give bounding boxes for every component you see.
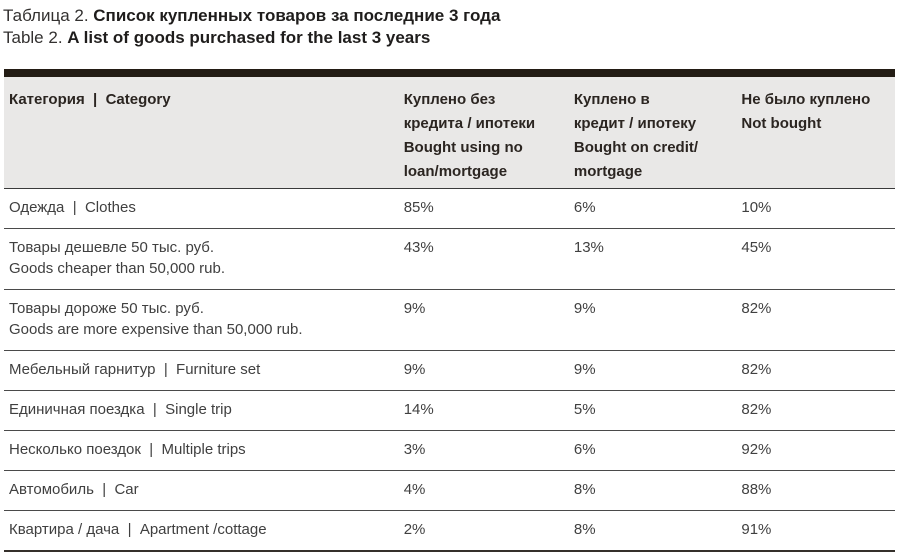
table-row: Квартира / дача | Apartment /cottage 2% … bbox=[4, 511, 895, 552]
table-row: Товары дешевле 50 тыс. руб. Goods cheape… bbox=[4, 228, 895, 290]
value-cell: 2% bbox=[403, 521, 426, 538]
value-cell: 45% bbox=[736, 228, 895, 290]
goods-table: Категория | Category Куплено без кредита… bbox=[4, 69, 895, 552]
column-header-on-credit: Куплено в кредит / ипотеку Bought on cre… bbox=[568, 73, 737, 189]
caption-line-en: Table 2. A list of goods purchased for t… bbox=[3, 27, 500, 49]
value-cell: 82% bbox=[736, 350, 895, 391]
table-header: Категория | Category Куплено без кредита… bbox=[4, 73, 895, 189]
category-cell: Квартира / дача | Apartment /cottage bbox=[9, 521, 267, 538]
value-cell: 14% bbox=[398, 390, 569, 431]
caption-en-prefix: Table 2. bbox=[3, 28, 68, 47]
value-cell: 4% bbox=[398, 470, 569, 511]
caption-ru-prefix: Таблица 2. bbox=[3, 6, 94, 25]
column-header-no-loan: Куплено без кредита / ипотеки Bought usi… bbox=[398, 73, 569, 189]
table-row: Несколько поездок | Multiple trips 3% 6%… bbox=[4, 430, 895, 471]
table-row: Одежда | Clothes 85% 6% 10% bbox=[4, 188, 895, 229]
value-cell: 82% bbox=[736, 289, 895, 351]
value-cell: 85% bbox=[398, 188, 569, 229]
table-body: Одежда | Clothes 85% 6% 10% Товары дешев… bbox=[4, 188, 895, 552]
value-cell: 6% bbox=[568, 430, 737, 471]
table-row: Единичная поездка | Single trip 14% 5% 8… bbox=[4, 390, 895, 431]
table-row: Автомобиль | Car 4% 8% 88% bbox=[4, 470, 895, 511]
table-caption: Таблица 2. Список купленных товаров за п… bbox=[3, 5, 500, 49]
category-cell: Автомобиль | Car bbox=[4, 470, 399, 511]
value-cell: 91% bbox=[741, 521, 772, 538]
header-row: Категория | Category Куплено без кредита… bbox=[4, 73, 895, 189]
category-cell: Товары дешевле 50 тыс. руб. Goods cheape… bbox=[4, 228, 399, 290]
value-cell: 10% bbox=[736, 188, 895, 229]
value-cell: 8% bbox=[568, 470, 737, 511]
caption-line-ru: Таблица 2. Список купленных товаров за п… bbox=[3, 5, 500, 27]
value-cell: 92% bbox=[736, 430, 895, 471]
table-row: Мебельный гарнитур | Furniture set 9% 9%… bbox=[4, 350, 895, 391]
value-cell: 9% bbox=[568, 289, 737, 351]
caption-ru-title: Список купленных товаров за последние 3 … bbox=[93, 6, 501, 25]
value-cell: 43% bbox=[398, 228, 569, 290]
category-cell: Мебельный гарнитур | Furniture set bbox=[4, 350, 399, 391]
value-cell: 9% bbox=[568, 350, 737, 391]
value-cell: 5% bbox=[568, 390, 737, 431]
column-header-not-bought: Не было куплено Not bought bbox=[736, 73, 895, 189]
category-cell: Несколько поездок | Multiple trips bbox=[4, 430, 399, 471]
category-cell: Единичная поездка | Single trip bbox=[4, 390, 399, 431]
table-row: Товары дороже 50 тыс. руб. Goods are mor… bbox=[4, 289, 895, 351]
value-cell: 8% bbox=[573, 521, 596, 538]
value-cell: 3% bbox=[398, 430, 569, 471]
value-cell: 9% bbox=[398, 289, 569, 351]
category-cell: Товары дороже 50 тыс. руб. Goods are mor… bbox=[4, 289, 399, 351]
category-cell: Одежда | Clothes bbox=[4, 188, 399, 229]
caption-en-title: A list of goods purchased for the last 3… bbox=[67, 28, 431, 47]
value-cell: 6% bbox=[568, 188, 737, 229]
column-header-category: Категория | Category bbox=[4, 73, 399, 189]
value-cell: 82% bbox=[736, 390, 895, 431]
value-cell: 9% bbox=[398, 350, 569, 391]
value-cell: 88% bbox=[736, 470, 895, 511]
value-cell: 13% bbox=[568, 228, 737, 290]
